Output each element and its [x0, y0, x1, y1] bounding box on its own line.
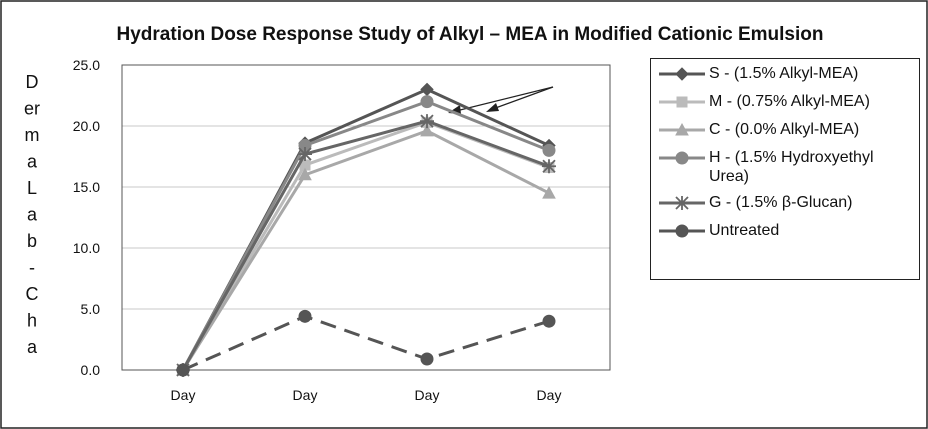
y-axis-label: a: [27, 337, 38, 357]
marker: [542, 159, 556, 174]
legend: S - (1.5% Alkyl-MEA) M - (0.75% Alkyl-MEA…: [650, 58, 920, 280]
x-tick-label: Day: [293, 387, 318, 403]
x-tick-label: Day: [415, 387, 440, 403]
legend-item: M - (0.75% Alkyl-MEA): [657, 91, 919, 113]
y-axis-label: b: [27, 231, 37, 251]
marker: [675, 224, 689, 238]
marker: [676, 96, 688, 108]
series-line: [181, 99, 550, 371]
y-axis-label: a: [27, 205, 38, 225]
y-axis-label: D: [26, 72, 39, 92]
marker: [542, 314, 556, 328]
legend-label: G - (1.5% β-Glucan): [709, 194, 853, 211]
annotation-arrow: [489, 86, 554, 111]
marker: [542, 143, 556, 157]
legend-label: Untreated: [709, 222, 780, 239]
marker: [298, 167, 312, 181]
plot-border: [121, 64, 611, 371]
marker: [675, 67, 689, 81]
annotation-arrowhead: [486, 103, 499, 112]
marker: [542, 186, 556, 199]
series-line: [181, 87, 550, 371]
y-axis-label: -: [29, 258, 35, 278]
legend-swatch: [659, 151, 705, 165]
marker: [420, 123, 434, 137]
marker: [675, 196, 689, 210]
series-line: [182, 314, 550, 372]
x-tick-label: Day: [537, 387, 562, 403]
legend-swatch: [659, 196, 705, 210]
marker: [298, 147, 312, 162]
y-axis-label: L: [27, 178, 37, 198]
marker: [675, 122, 689, 136]
legend-label: M - (0.75% Alkyl-MEA): [709, 93, 870, 110]
marker: [298, 309, 312, 323]
legend-label: C - (0.0% Alkyl-MEA): [709, 121, 860, 138]
y-axis-label: h: [27, 311, 37, 331]
legend-item: Untreated: [657, 220, 919, 242]
legend-label: H - (1.5% Hydroxyethyl Urea): [709, 149, 874, 185]
series-line: [181, 120, 550, 371]
y-axis-label: er: [24, 99, 40, 119]
marker: [420, 82, 434, 97]
y-axis-label: C: [26, 284, 39, 304]
legend-swatch: [659, 224, 705, 238]
y-tick-label: 10.0: [73, 240, 100, 256]
y-tick-label: 20.0: [73, 118, 100, 134]
series-line: [181, 119, 550, 371]
y-axis-label: a: [27, 152, 38, 172]
legend-item: C - (0.0% Alkyl-MEA): [657, 119, 919, 141]
marker: [420, 95, 434, 109]
marker: [675, 151, 689, 165]
legend-item: S - (1.5% Alkyl-MEA): [657, 63, 919, 85]
marker: [176, 363, 190, 377]
legend-swatch: [659, 67, 705, 81]
y-tick-label: 0.0: [81, 362, 101, 378]
y-tick-label: 15.0: [73, 179, 100, 195]
legend-item: H - (1.5% Hydroxyethyl Urea): [657, 147, 919, 186]
legend-item: G - (1.5% β-Glucan): [657, 192, 919, 214]
series-line: [181, 129, 550, 371]
y-axis-label: m: [25, 125, 40, 145]
legend-swatch: [659, 122, 705, 136]
marker: [420, 352, 434, 366]
legend-swatch: [659, 96, 705, 108]
marker: [420, 114, 434, 129]
chart-title: Hydration Dose Response Study of Alkyl –…: [117, 24, 824, 45]
legend-label: S - (1.5% Alkyl-MEA): [709, 65, 859, 82]
y-tick-label: 5.0: [81, 301, 101, 317]
x-tick-label: Day: [171, 387, 196, 403]
y-tick-label: 25.0: [73, 57, 100, 73]
